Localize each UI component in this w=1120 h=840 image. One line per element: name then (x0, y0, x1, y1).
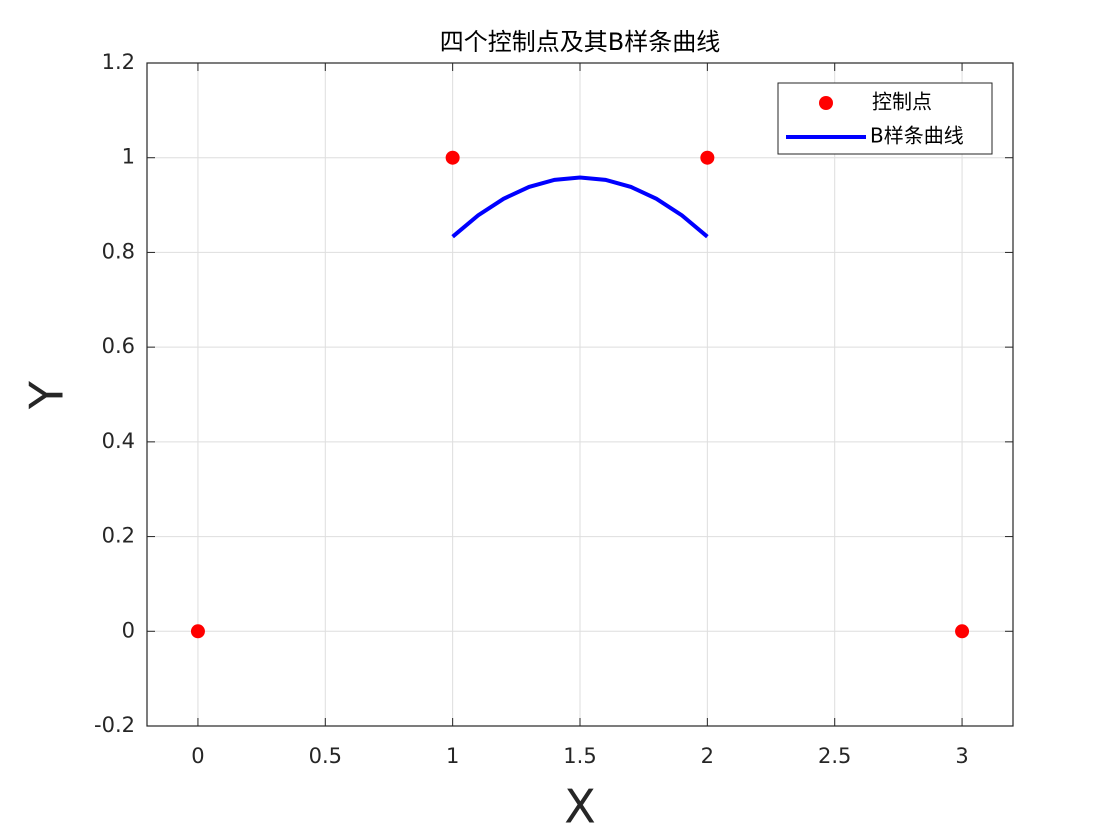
y-tick-label: 0.8 (102, 239, 135, 263)
curve (451, 175, 709, 239)
y-tick-label: 0.2 (102, 524, 135, 548)
x-tick-label: 3 (955, 744, 968, 768)
y-tick-label: 1 (122, 145, 135, 169)
y-tick-label: 0.4 (102, 429, 135, 453)
x-tick-label: 2 (701, 744, 714, 768)
y-axis-label: Y (20, 380, 74, 410)
y-tick-label: 0.6 (102, 334, 135, 358)
point (700, 150, 715, 165)
marks (190, 150, 970, 639)
x-tick-label: 1.5 (563, 744, 596, 768)
point (190, 624, 205, 639)
x-tick-label: 1 (446, 744, 459, 768)
legend-box (777, 82, 993, 155)
legend-swatch (819, 96, 833, 110)
y-tick-label: -0.2 (94, 713, 135, 737)
x-tick-label: 2.5 (818, 744, 851, 768)
y-tick-label: 1.2 (102, 50, 135, 74)
point (445, 150, 460, 165)
x-tick-label: 0 (191, 744, 204, 768)
point (955, 624, 970, 639)
legend-label: B样条曲线 (870, 124, 964, 148)
legend-label: 控制点 (872, 90, 932, 114)
legend: 控制点 B样条曲线 (777, 82, 993, 155)
x-tick-label: 0.5 (309, 744, 342, 768)
x-axis-label: X (564, 780, 596, 834)
chart-title: 四个控制点及其B样条曲线 (440, 28, 720, 56)
y-tick-label: 0 (122, 618, 135, 642)
